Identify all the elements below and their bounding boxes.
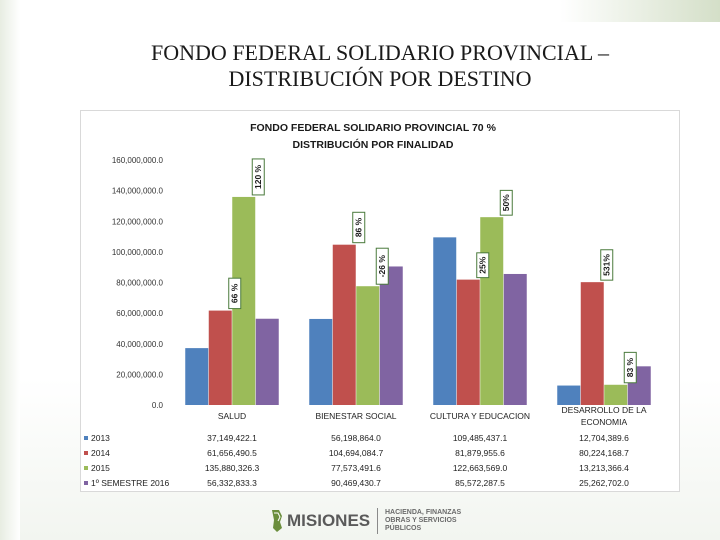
bar-2015: [604, 384, 628, 405]
table-value: 12,704,389.6: [579, 433, 629, 443]
table-value: 109,485,437.1: [453, 433, 508, 443]
annotation-box: [499, 189, 513, 216]
table-value: 85,572,287.5: [455, 478, 505, 488]
annotation-label: 83 %: [625, 357, 635, 377]
annotation-box: [476, 252, 490, 279]
table-value: 61,656,490.5: [207, 448, 257, 458]
table-value: 77,573,491.6: [331, 463, 381, 473]
bar-2015: [232, 196, 256, 405]
bar-2014: [456, 279, 480, 405]
annotation-label: 120 %: [253, 164, 263, 189]
y-tick-label: 40,000,000.0: [116, 340, 163, 349]
bar-2013: [185, 348, 209, 405]
table-value: 37,149,422.1: [207, 433, 257, 443]
left-accent-stripe: [0, 0, 20, 540]
legend-swatch: [84, 481, 88, 485]
annotation-label: 25%: [478, 256, 488, 273]
y-tick-label: 160,000,000.0: [112, 156, 164, 165]
annotation-box: [375, 247, 389, 285]
bar-2014: [332, 244, 356, 405]
top-accent-stripe: [560, 0, 720, 22]
bar-1-semestre-2016: [503, 273, 527, 405]
legend-swatch: [84, 451, 88, 455]
annotation-label: 50%: [501, 194, 511, 211]
bar-2013: [557, 385, 581, 405]
logo-subtitle: HACIENDA, FINANZAS OBRAS Y SERVICIOS PÚB…: [385, 509, 480, 533]
logo-subtitle-line-2: OBRAS Y SERVICIOS PÚBLICOS: [384, 517, 457, 532]
table-value: 80,224,168.7: [579, 448, 629, 458]
annotation-box: [623, 351, 637, 384]
table-value: 56,198,864.0: [331, 433, 381, 443]
annotation-box: [228, 277, 242, 310]
table-value: 135,880,326.3: [205, 463, 260, 473]
slide-title-line-1: FONDO FEDERAL SOLIDARIO PROVINCIAL –: [151, 40, 609, 65]
y-tick-label: 120,000,000.0: [112, 217, 164, 226]
category-label: DESARROLLO DE LA: [561, 405, 646, 415]
chart-title-line-2: DISTRIBUCIÓN POR FINALIDAD: [293, 138, 454, 151]
table-value: 90,469,430.7: [331, 478, 381, 488]
bar-2013: [433, 237, 457, 405]
bar-2013: [309, 318, 333, 405]
annotation-box: [352, 211, 366, 244]
footer-logo: MISIONES HACIENDA, FINANZAS OBRAS Y SERV…: [270, 504, 480, 538]
category-label: CULTURA Y EDUCACION: [430, 411, 530, 421]
category-label: ECONOMIA: [581, 417, 628, 427]
y-tick-label: 100,000,000.0: [112, 248, 164, 257]
table-value: 122,663,569.0: [453, 463, 508, 473]
legend-label: 2013: [91, 433, 110, 443]
logo-divider: [377, 508, 378, 534]
category-label: BIENESTAR SOCIAL: [315, 411, 396, 421]
bar-2015: [480, 217, 504, 405]
slide-title: FONDO FEDERAL SOLIDARIO PROVINCIAL – DIS…: [60, 40, 700, 92]
bar-1-semestre-2016: [255, 318, 279, 405]
table-value: 104,694,084.7: [329, 448, 384, 458]
legend-label: 1º SEMESTRE 2016: [91, 478, 169, 488]
category-label: SALUD: [218, 411, 246, 421]
logo-text: MISIONES: [287, 511, 371, 530]
y-tick-label: 80,000,000.0: [116, 279, 163, 288]
y-tick-label: 20,000,000.0: [116, 370, 163, 379]
table-value: 13,213,366.4: [579, 463, 629, 473]
logo-subtitle-line-1: HACIENDA, FINANZAS: [384, 509, 462, 516]
y-tick-label: 140,000,000.0: [112, 187, 164, 196]
legend-swatch: [84, 436, 88, 440]
y-tick-label: 60,000,000.0: [116, 309, 163, 318]
annotation-box: [600, 249, 614, 281]
bar-2015: [356, 286, 380, 405]
legend-swatch: [84, 466, 88, 470]
chart-title-line-1: FONDO FEDERAL SOLIDARIO PROVINCIAL 70 %: [250, 122, 496, 134]
bar-2014: [208, 310, 232, 405]
table-value: 81,879,955.6: [455, 448, 505, 458]
legend-label: 2014: [91, 448, 110, 458]
annotation-label: -26 %: [377, 255, 387, 278]
bar-1-semestre-2016: [379, 266, 403, 405]
slide-title-line-2: DISTRIBUCIÓN POR DESTINO: [228, 66, 532, 91]
annotation-label: 66 %: [230, 283, 240, 303]
bar-2014: [580, 282, 604, 405]
annotation-label: 86 %: [354, 217, 364, 237]
misiones-emblem-icon: [270, 508, 284, 534]
table-value: 56,332,833.3: [207, 478, 257, 488]
legend-label: 2015: [91, 463, 110, 473]
y-tick-label: 0.0: [152, 401, 164, 410]
table-value: 25,262,702.0: [579, 478, 629, 488]
annotation-label: 531%: [602, 254, 612, 276]
annotation-box: [251, 158, 265, 196]
